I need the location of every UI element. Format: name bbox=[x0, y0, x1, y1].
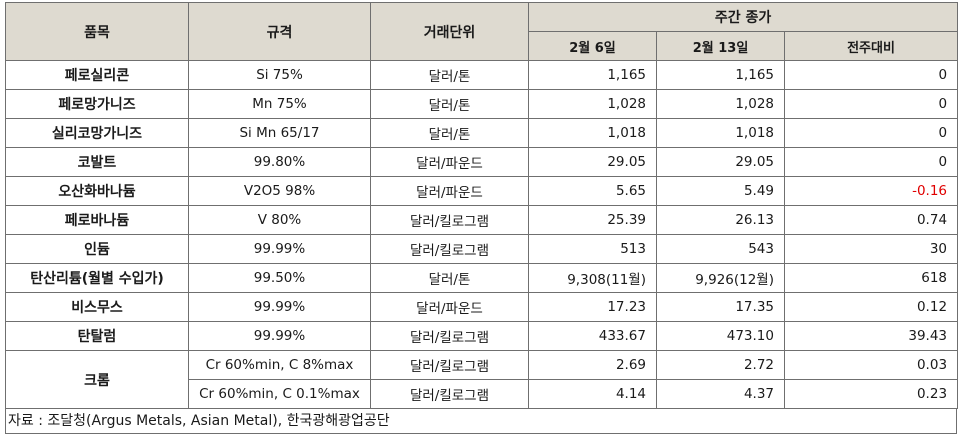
item-spec: Si 75% bbox=[188, 60, 371, 90]
price-change: 0.12 bbox=[783, 292, 959, 322]
item-spec: 99.99% bbox=[188, 321, 371, 351]
weekly-price-table: 품목 규격 거래단위 주간 종가 2월 6일 2월 13일 전주대비 페로실리콘… bbox=[5, 2, 959, 409]
item-spec: 99.99% bbox=[188, 292, 371, 322]
item-unit: 달러/톤 bbox=[370, 89, 529, 119]
header-weekly-close: 주간 종가 bbox=[527, 2, 959, 32]
price-change: 30 bbox=[783, 234, 959, 264]
price-date2: 17.35 bbox=[656, 292, 785, 322]
item-name: 오산화바나듐 bbox=[5, 176, 189, 206]
price-table-container: 품목 규격 거래단위 주간 종가 2월 6일 2월 13일 전주대비 페로실리콘… bbox=[5, 2, 959, 409]
item-unit: 달러/톤 bbox=[370, 60, 529, 90]
item-name: 코발트 bbox=[5, 147, 189, 177]
price-date2: 9,926(12월) bbox=[656, 263, 785, 293]
table-row: 크롬 Cr 60%min, C 8%max 달러/킬로그램 2.69 2.72 … bbox=[5, 350, 959, 409]
table-row: 비스무스 99.99% 달러/파운드 17.23 17.35 0.12 bbox=[5, 292, 959, 322]
item-spec: Si Mn 65/17 bbox=[188, 118, 371, 148]
item-unit: 달러/킬로그램 bbox=[370, 379, 529, 409]
price-date2: 473.10 bbox=[656, 321, 785, 351]
price-change: 618 bbox=[783, 263, 959, 293]
price-date1: 9,308(11월) bbox=[528, 263, 657, 293]
table-row: 인듐 99.99% 달러/킬로그램 513 543 30 bbox=[5, 234, 959, 264]
price-date2: 4.37 bbox=[656, 379, 785, 409]
price-change: 0.03 bbox=[783, 350, 959, 380]
price-date1: 29.05 bbox=[528, 147, 657, 177]
header-change: 전주대비 bbox=[783, 31, 959, 61]
price-date1: 1,028 bbox=[528, 89, 657, 119]
item-unit: 달러/파운드 bbox=[370, 147, 529, 177]
price-change: 0 bbox=[783, 89, 959, 119]
price-date2: 1,018 bbox=[656, 118, 785, 148]
price-change: 0.74 bbox=[783, 205, 959, 235]
item-name: 페로실리콘 bbox=[5, 60, 189, 90]
price-date2: 5.49 bbox=[656, 176, 785, 206]
item-name: 비스무스 bbox=[5, 292, 189, 322]
table-row: 코발트 99.80% 달러/파운드 29.05 29.05 0 bbox=[5, 147, 959, 177]
price-date1: 2.69 bbox=[528, 350, 657, 380]
item-name: 탄탈럼 bbox=[5, 321, 189, 351]
item-unit: 달러/톤 bbox=[370, 118, 529, 148]
table-row: 실리코망가니즈 Si Mn 65/17 달러/톤 1,018 1,018 0 bbox=[5, 118, 959, 148]
item-spec: V 80% bbox=[188, 205, 371, 235]
price-date2: 1,165 bbox=[656, 60, 785, 90]
price-date1: 1,018 bbox=[528, 118, 657, 148]
price-date2: 26.13 bbox=[656, 205, 785, 235]
item-unit: 달러/킬로그램 bbox=[370, 205, 529, 235]
item-spec: 99.50% bbox=[188, 263, 371, 293]
price-date1: 1,165 bbox=[528, 60, 657, 90]
item-name: 탄산리튬(월별 수입가) bbox=[5, 263, 189, 293]
item-spec: 99.80% bbox=[188, 147, 371, 177]
item-name: 실리코망가니즈 bbox=[5, 118, 189, 148]
price-date2: 29.05 bbox=[656, 147, 785, 177]
price-date1: 4.14 bbox=[528, 379, 657, 409]
item-unit: 달러/킬로그램 bbox=[370, 321, 529, 351]
price-date1: 433.67 bbox=[528, 321, 657, 351]
table-row: 페로바나듐 V 80% 달러/킬로그램 25.39 26.13 0.74 bbox=[5, 205, 959, 235]
item-name: 페로망가니즈 bbox=[5, 89, 189, 119]
header-unit: 거래단위 bbox=[370, 2, 529, 61]
price-change: 0 bbox=[783, 60, 959, 90]
price-date1: 17.23 bbox=[528, 292, 657, 322]
table-row: 페로망가니즈 Mn 75% 달러/톤 1,028 1,028 0 bbox=[5, 89, 959, 119]
price-change: 0 bbox=[783, 118, 959, 148]
item-unit: 달러/파운드 bbox=[370, 176, 529, 206]
table-row: Cr 60%min, C 0.1%max 달러/킬로그램 4.14 4.37 0… bbox=[6, 379, 959, 409]
price-change-negative: -0.16 bbox=[783, 176, 959, 206]
item-spec: Cr 60%min, C 0.1%max bbox=[188, 379, 371, 409]
price-date1: 5.65 bbox=[528, 176, 657, 206]
price-date2: 543 bbox=[656, 234, 785, 264]
header-item: 품목 bbox=[5, 2, 189, 61]
price-change: 0.23 bbox=[783, 379, 959, 409]
item-name: 인듐 bbox=[5, 234, 189, 264]
price-change: 39.43 bbox=[783, 321, 959, 351]
price-date2: 1,028 bbox=[656, 89, 785, 119]
table-row: 페로실리콘 Si 75% 달러/톤 1,165 1,165 0 bbox=[5, 60, 959, 90]
header-spec: 규격 bbox=[188, 2, 371, 61]
table-row: 탄산리튬(월별 수입가) 99.50% 달러/톤 9,308(11월) 9,92… bbox=[5, 263, 959, 293]
item-unit: 달러/킬로그램 bbox=[370, 350, 529, 380]
header-date1: 2월 6일 bbox=[528, 31, 657, 61]
item-spec: Cr 60%min, C 8%max bbox=[188, 350, 371, 380]
item-name-chrome: 크롬 bbox=[5, 350, 189, 409]
item-unit: 달러/킬로그램 bbox=[370, 234, 529, 264]
item-spec: Mn 75% bbox=[188, 89, 371, 119]
item-name: 페로바나듐 bbox=[5, 205, 189, 235]
item-spec: 99.99% bbox=[188, 234, 371, 264]
price-date1: 25.39 bbox=[528, 205, 657, 235]
item-spec: V2O5 98% bbox=[188, 176, 371, 206]
item-unit: 달러/톤 bbox=[370, 263, 529, 293]
item-unit: 달러/파운드 bbox=[370, 292, 529, 322]
price-date2: 2.72 bbox=[656, 350, 785, 380]
price-date1: 513 bbox=[528, 234, 657, 264]
source-note: 자료 : 조달청(Argus Metals, Asian Metal), 한국광… bbox=[5, 409, 957, 434]
price-change: 0 bbox=[783, 147, 959, 177]
table-row: 탄탈럼 99.99% 달러/킬로그램 433.67 473.10 39.43 bbox=[5, 321, 959, 351]
header-date2: 2월 13일 bbox=[656, 31, 785, 61]
table-row: 오산화바나듐 V2O5 98% 달러/파운드 5.65 5.49 -0.16 bbox=[5, 176, 959, 206]
